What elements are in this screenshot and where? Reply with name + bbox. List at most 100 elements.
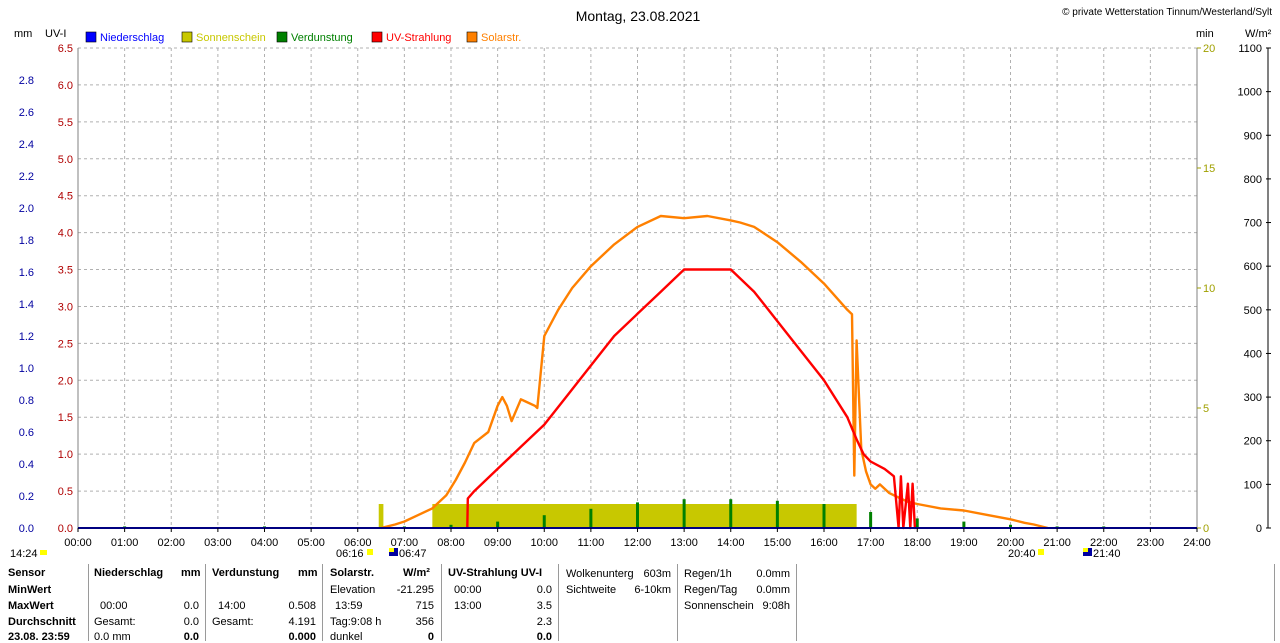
mm-tick-label: 0.4: [19, 459, 34, 471]
x-tick-label: 02:00: [157, 537, 185, 549]
uvi-tick-label: 2.0: [58, 375, 73, 387]
start-time-marker-icon: [40, 550, 47, 555]
verdunstung-total-value: 4.191: [288, 616, 316, 628]
legend: Niederschlag Sonnenschein Verdunstung UV-St…: [85, 31, 521, 44]
uv-column: UV-Strahlung UV-I 00:00 0.0 13:00 3.5 2.…: [442, 562, 558, 643]
legend-swatch-2: [276, 31, 288, 43]
x-tick-label: 22:00: [1090, 537, 1118, 549]
sunset-marker-icon: [1038, 549, 1044, 555]
wm2-tick-label: 900: [1244, 130, 1262, 142]
uvi-tick-label: 3.0: [58, 301, 73, 313]
start-time-label: 14:24: [10, 548, 38, 560]
minwert-label: MinWert: [8, 584, 52, 596]
verdunstung-header: Verdunstung: [212, 567, 280, 579]
mm-tick-label: 1.0: [19, 363, 34, 375]
solar-max-value: 715: [415, 600, 434, 612]
uv-max-value: 3.5: [536, 600, 552, 612]
regen-tag-label: Regen/Tag: [684, 584, 738, 596]
regen-1h-label: Regen/1h: [684, 568, 732, 580]
wm2-tick-label: 700: [1244, 218, 1262, 230]
niederschlag-total-value: 0.0: [183, 616, 199, 628]
x-tick-label: 01:00: [111, 537, 139, 549]
evaporation-bar-16: [869, 512, 873, 528]
column-divider: [88, 564, 89, 641]
uvi-tick-label: 6.5: [58, 43, 73, 55]
column-divider: [322, 564, 323, 641]
mm-tick-label: 2.6: [19, 107, 34, 119]
series-lines: [380, 214, 1049, 530]
legend-label-3: UV-Strahlung: [386, 32, 451, 44]
chart-title: Montag, 23.08.2021: [576, 8, 701, 24]
mm-tick-label: 2.2: [19, 171, 34, 183]
niederschlag-last-value: 0.0 mm: [94, 631, 131, 643]
min-tick-label: 0: [1203, 523, 1209, 535]
evaporation-bar-7: [449, 524, 453, 528]
sunrise-time-label: 06:47: [399, 548, 427, 560]
evaporation-bar-13: [729, 499, 733, 528]
x-tick-label: 07:00: [391, 537, 419, 549]
solar-dark-label: dunkel: [330, 631, 363, 643]
x-tick-label: 19:00: [950, 537, 978, 549]
x-tick-label: 21:00: [1043, 537, 1071, 549]
sichtweite-value: 6-10km: [634, 584, 671, 596]
solar-day-value: 356: [415, 616, 434, 628]
regen-column: Regen/1h 0.0mm Regen/Tag 0.0mm Sonnensch…: [678, 562, 796, 641]
min-tick-label: 15: [1203, 163, 1215, 175]
min-tick-label: 10: [1203, 283, 1215, 295]
uvi-tick-label: 1.5: [58, 412, 73, 424]
uvi-tick-label: 5.5: [58, 117, 73, 129]
solar-max-time: 13:59: [335, 600, 363, 612]
mm-tick-label: 0.8: [19, 395, 34, 407]
evaporation-bar-9: [542, 515, 546, 528]
mm-tick-label: 2.8: [19, 75, 34, 87]
niederschlag-unit: mm: [181, 567, 201, 579]
x-tick-label: 11:00: [578, 537, 605, 549]
weather-chart: Montag, 23.08.2021 © private Wetterstati…: [10, 7, 1272, 560]
legend-label-4: Solarstr.: [481, 32, 521, 44]
wm2-unit-label: W/m²: [1245, 28, 1272, 40]
mm-tick-label: 0.6: [19, 427, 34, 439]
wm2-tick-label: 0: [1256, 523, 1262, 535]
x-tick-label: 09:00: [484, 537, 512, 549]
uvi-tick-label: 0.0: [58, 523, 73, 535]
wolken-column: Wolkenunterg 603m Sichtweite 6-10km: [559, 562, 677, 641]
regen-tag-value: 0.0mm: [756, 584, 790, 596]
sunrise-marker-sun-icon: [389, 548, 394, 552]
sunshine-bars: [378, 504, 857, 528]
wm2-tick-label: 800: [1244, 174, 1262, 186]
column-divider: [558, 564, 559, 641]
uv-max-time: 13:00: [454, 600, 482, 612]
verdunstung-column: Verdunstung mm 14:00 0.508 Gesamt: 4.191…: [206, 562, 322, 643]
mm-tick-label: 1.4: [19, 299, 34, 311]
mm-tick-label: 0.0: [19, 523, 34, 535]
wm2-tick-label: 1000: [1238, 87, 1262, 99]
copyright-notice: © private Wetterstation Tinnum/Westerlan…: [1062, 7, 1272, 18]
column-divider: [441, 564, 442, 641]
x-tick-label: 12:00: [624, 537, 652, 549]
last-timestamp: 23.08. 23:59: [8, 631, 70, 643]
elevation-label: Elevation: [330, 584, 376, 596]
wm2-tick-label: 200: [1244, 436, 1262, 448]
x-tick-label: 08:00: [437, 537, 465, 549]
legend-swatch-0: [85, 31, 97, 43]
uvi-tick-label: 5.0: [58, 154, 73, 166]
column-divider: [677, 564, 678, 641]
uv-header: UV-Strahlung UV-I: [448, 567, 543, 579]
sonnenschein-label: Sonnenschein: [684, 600, 754, 612]
maxwert-label: MaxWert: [8, 600, 54, 612]
x-tick-label: 24:00: [1183, 537, 1211, 549]
niederschlag-header: Niederschlag: [94, 567, 164, 579]
legend-swatch-4: [466, 31, 478, 43]
durchschnitt-label: Durchschnitt: [8, 616, 76, 628]
mm-tick-label: 0.2: [19, 491, 34, 503]
niederschlag-max-time: 00:00: [100, 600, 128, 612]
axes: 0.0 0.2 0.4 0.6 0.8 1.0 1.2 1.4 1.6 1.8 2.0 2.2 2.4 2…: [19, 43, 1271, 549]
mm-unit-label: mm: [14, 28, 32, 40]
min-unit-label: min: [1196, 28, 1214, 40]
dawn-time-label: 06:16: [336, 548, 364, 560]
solar-column: Solarstr. W/m² Elevation -21.295 13:59 7…: [323, 562, 441, 643]
legend-label-2: Verdunstung: [291, 32, 353, 44]
sensor-header: Sensor: [8, 567, 46, 579]
verdunstung-max-value: 0.508: [288, 600, 316, 612]
niederschlag-total-label: Gesamt:: [94, 616, 136, 628]
